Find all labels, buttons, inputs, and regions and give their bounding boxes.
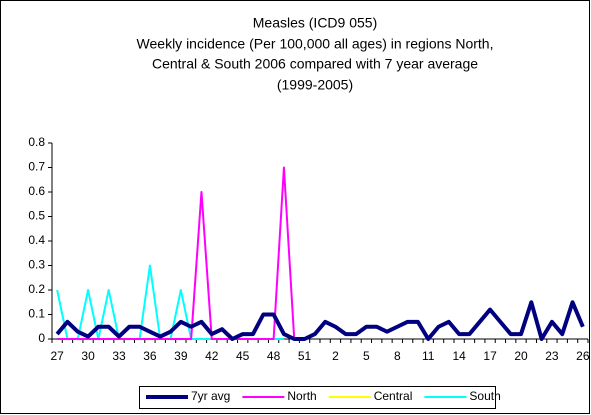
x-tick-label: 2: [332, 349, 339, 363]
series-line: [55, 300, 585, 341]
y-tick-label: 0.8: [28, 135, 45, 149]
x-tick-label: 23: [545, 349, 559, 363]
y-tick-label: 0.6: [28, 184, 45, 198]
legend-label: 7yr avg: [191, 389, 230, 403]
legend-box: [139, 386, 496, 409]
y-tick-label: 0.5: [28, 209, 45, 223]
x-tick-label: 8: [394, 349, 401, 363]
y-tick-label: 0.3: [28, 258, 45, 272]
x-tick-label: 42: [205, 349, 219, 363]
x-tick-label: 27: [50, 349, 64, 363]
x-tick-label: 30: [81, 349, 95, 363]
x-tick-label: 36: [143, 349, 157, 363]
y-tick-label: 0.7: [28, 160, 45, 174]
chart-title: Measles (ICD9 055): [253, 15, 378, 31]
chart-subtitle: Weekly incidence (Per 100,000 all ages) …: [137, 36, 494, 52]
y-tick-label: 0.2: [28, 282, 45, 296]
series-line: [57, 166, 296, 340]
y-tick-label: 0: [38, 331, 45, 345]
legend-label: North: [287, 389, 316, 403]
x-tick-label: 39: [174, 349, 188, 363]
x-tick-label: 20: [514, 349, 528, 363]
x-tick-label: 45: [236, 349, 250, 363]
chart-subtitle: Central & South 2006 compared with 7 yea…: [152, 56, 478, 72]
chart-subtitle: (1999-2005): [277, 77, 353, 93]
x-tick-label: 26: [576, 349, 590, 363]
x-tick-label: 17: [483, 349, 497, 363]
x-tick-label: 5: [363, 349, 370, 363]
legend-label: Central: [374, 389, 413, 403]
y-tick-label: 0.4: [28, 233, 45, 247]
y-tick-label: 0.1: [28, 307, 45, 321]
x-tick-label: 14: [452, 349, 466, 363]
x-tick-label: 33: [112, 349, 126, 363]
x-tick-label: 11: [422, 349, 435, 363]
legend-label: South: [469, 389, 500, 403]
x-tick-label: 51: [298, 349, 312, 363]
x-tick-label: 48: [267, 349, 281, 363]
